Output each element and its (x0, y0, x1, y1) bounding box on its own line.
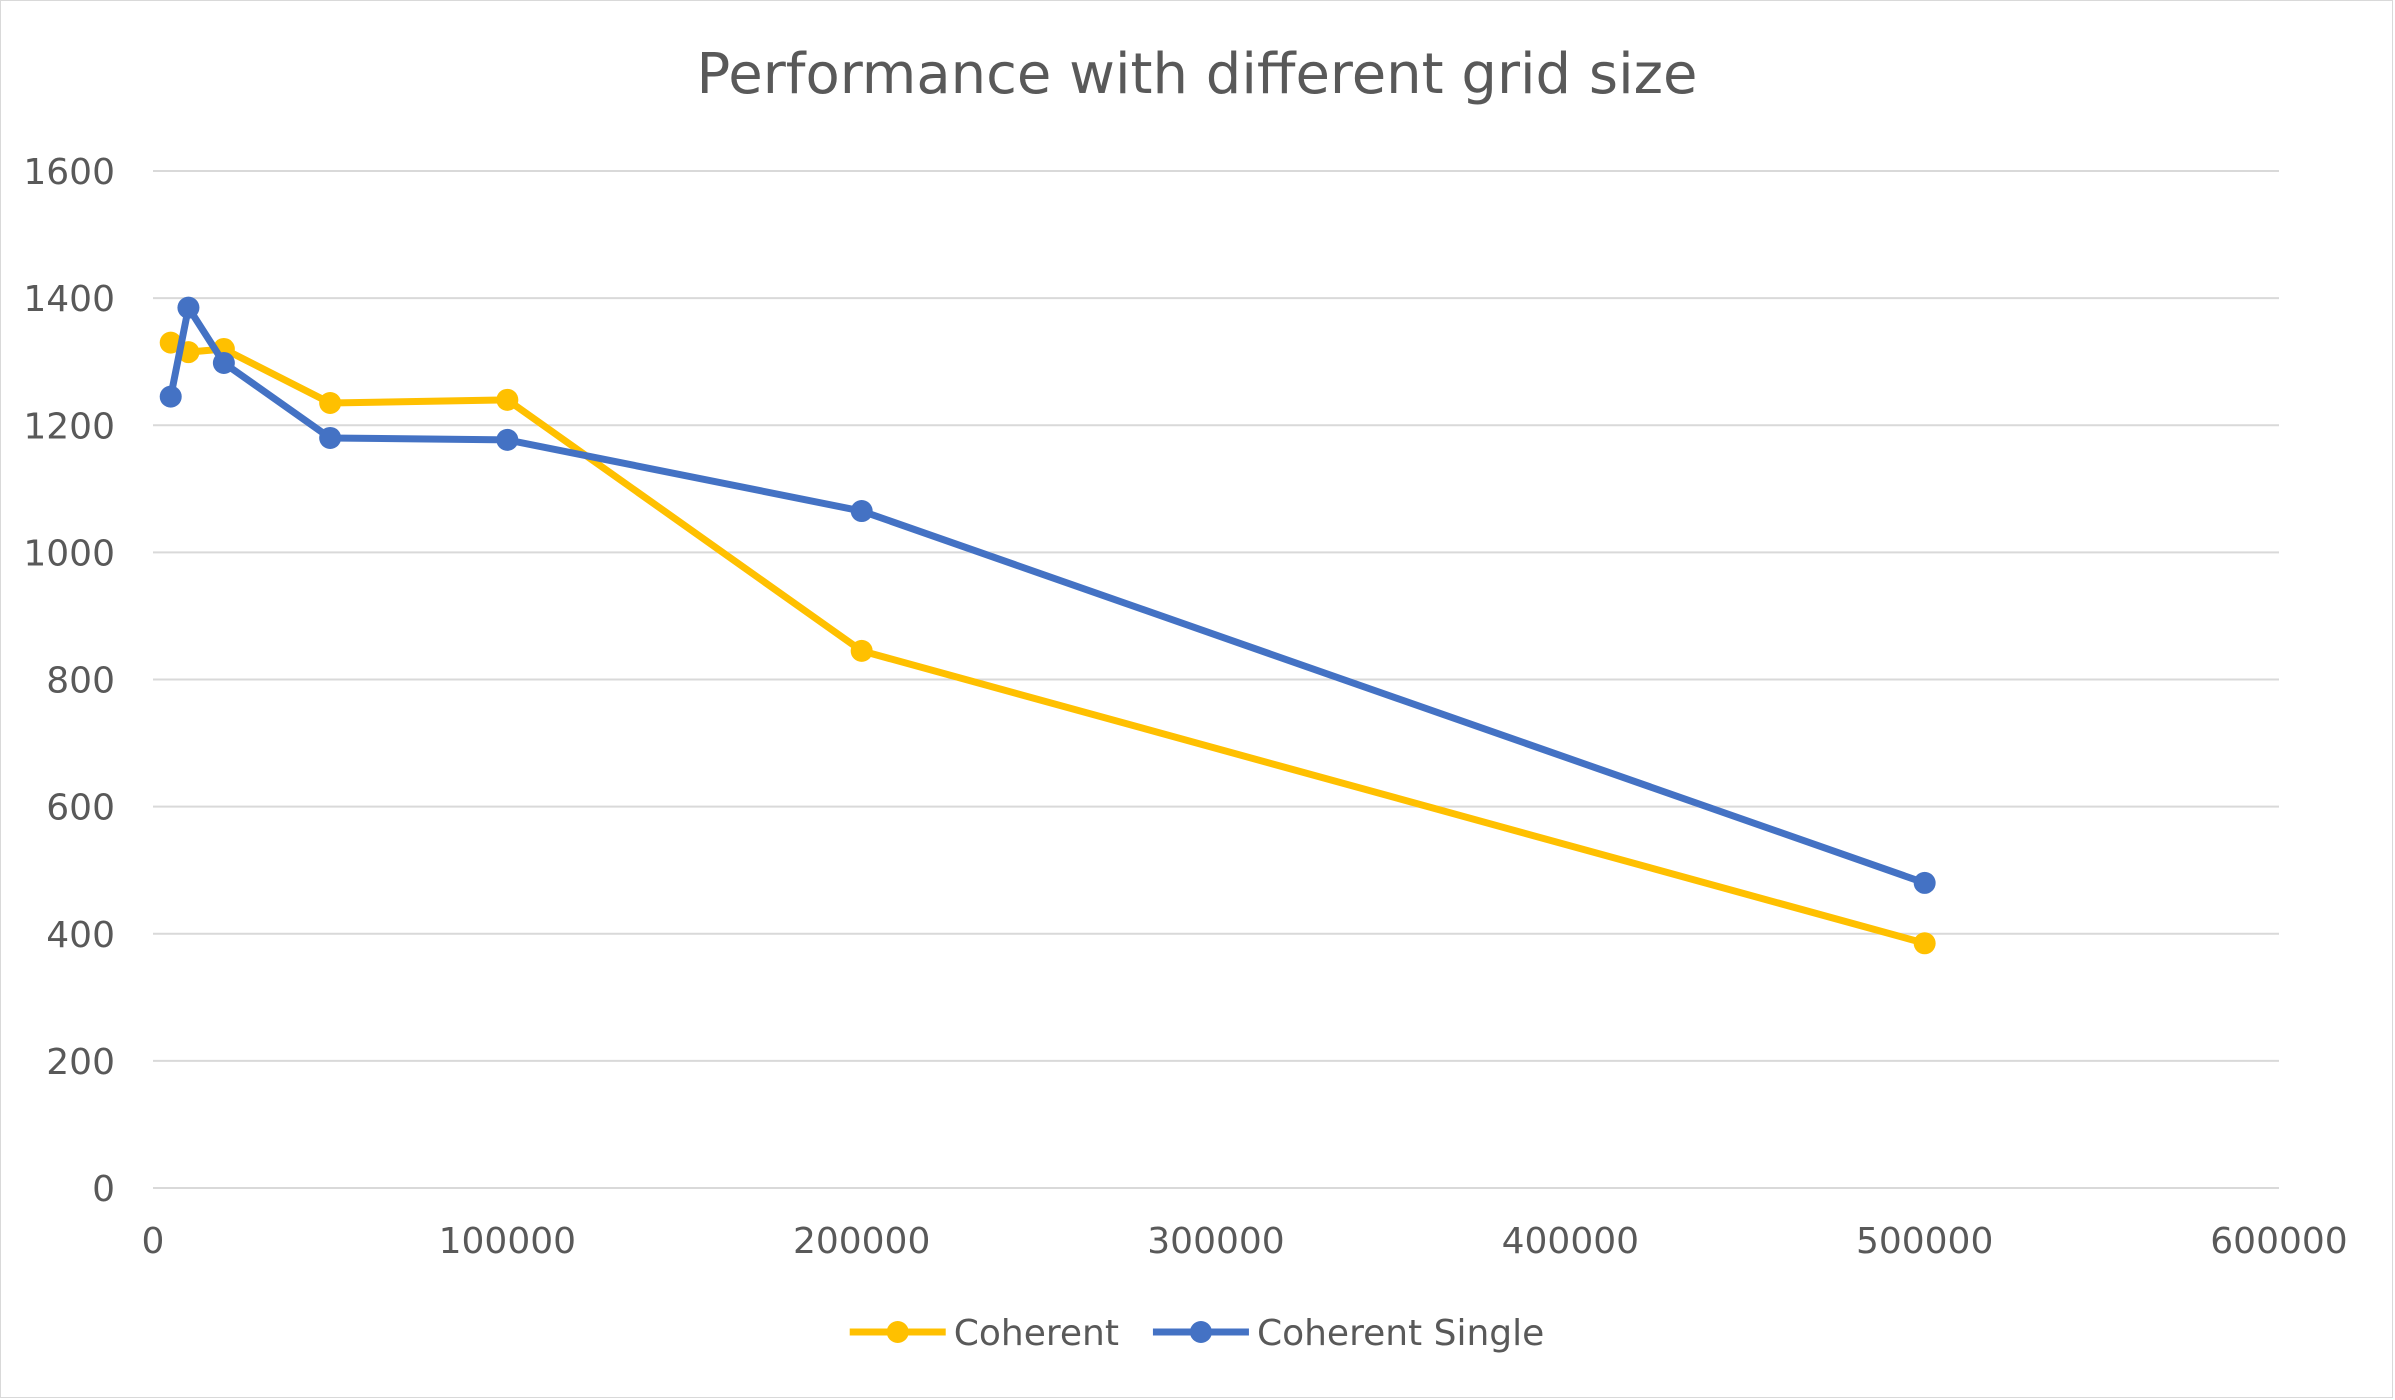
chart-title: Performance with different grid size (697, 42, 1698, 107)
y-tick-label: 200 (46, 1042, 115, 1083)
data-point (496, 428, 519, 451)
data-point (319, 426, 342, 449)
gridlines (153, 170, 2279, 1189)
y-axis-tick-labels: 0 200 400 600 800 1000 1200 1400 1600 (23, 152, 115, 1210)
data-point (850, 500, 873, 523)
x-tick-label: 600000 (2210, 1221, 2347, 1262)
data-point (319, 392, 342, 415)
legend-label: Coherent (954, 1313, 1119, 1354)
y-tick-label: 0 (92, 1169, 115, 1210)
y-tick-label: 1200 (23, 406, 115, 447)
legend-entry: Coherent (849, 1313, 1119, 1354)
data-point (177, 296, 200, 319)
y-tick-label: 600 (46, 788, 115, 829)
data-point (850, 639, 873, 662)
y-tick-label: 1400 (23, 279, 115, 320)
data-point (1913, 932, 1936, 955)
legend: Coherent Coherent Single (849, 1313, 1544, 1354)
data-point (159, 385, 182, 408)
x-tick-label: 0 (142, 1221, 165, 1262)
x-tick-label: 300000 (1147, 1221, 1284, 1262)
x-tick-label: 200000 (793, 1221, 930, 1262)
data-point (159, 331, 182, 354)
legend-marker (1189, 1321, 1212, 1343)
y-tick-label: 1600 (23, 152, 115, 193)
series-coherent (159, 331, 1936, 955)
y-tick-label: 800 (46, 661, 115, 702)
series-lines (159, 296, 1936, 955)
x-axis-tick-labels: 0 100000 200000 300000 400000 500000 600000 (142, 1221, 2348, 1262)
data-point (212, 351, 235, 374)
legend-label: Coherent Single (1257, 1313, 1544, 1354)
y-tick-label: 1000 (23, 533, 115, 574)
legend-entry: Coherent Single (1152, 1313, 1544, 1354)
y-tick-label: 400 (46, 915, 115, 956)
series-coherent-single (159, 296, 1936, 894)
series-line (167, 339, 1929, 947)
legend-marker (886, 1321, 909, 1343)
x-tick-label: 100000 (439, 1221, 576, 1262)
series-line (167, 304, 1929, 887)
data-point (1913, 871, 1936, 894)
x-tick-label: 500000 (1856, 1221, 1993, 1262)
x-tick-label: 400000 (1502, 1221, 1639, 1262)
data-point (496, 388, 519, 411)
